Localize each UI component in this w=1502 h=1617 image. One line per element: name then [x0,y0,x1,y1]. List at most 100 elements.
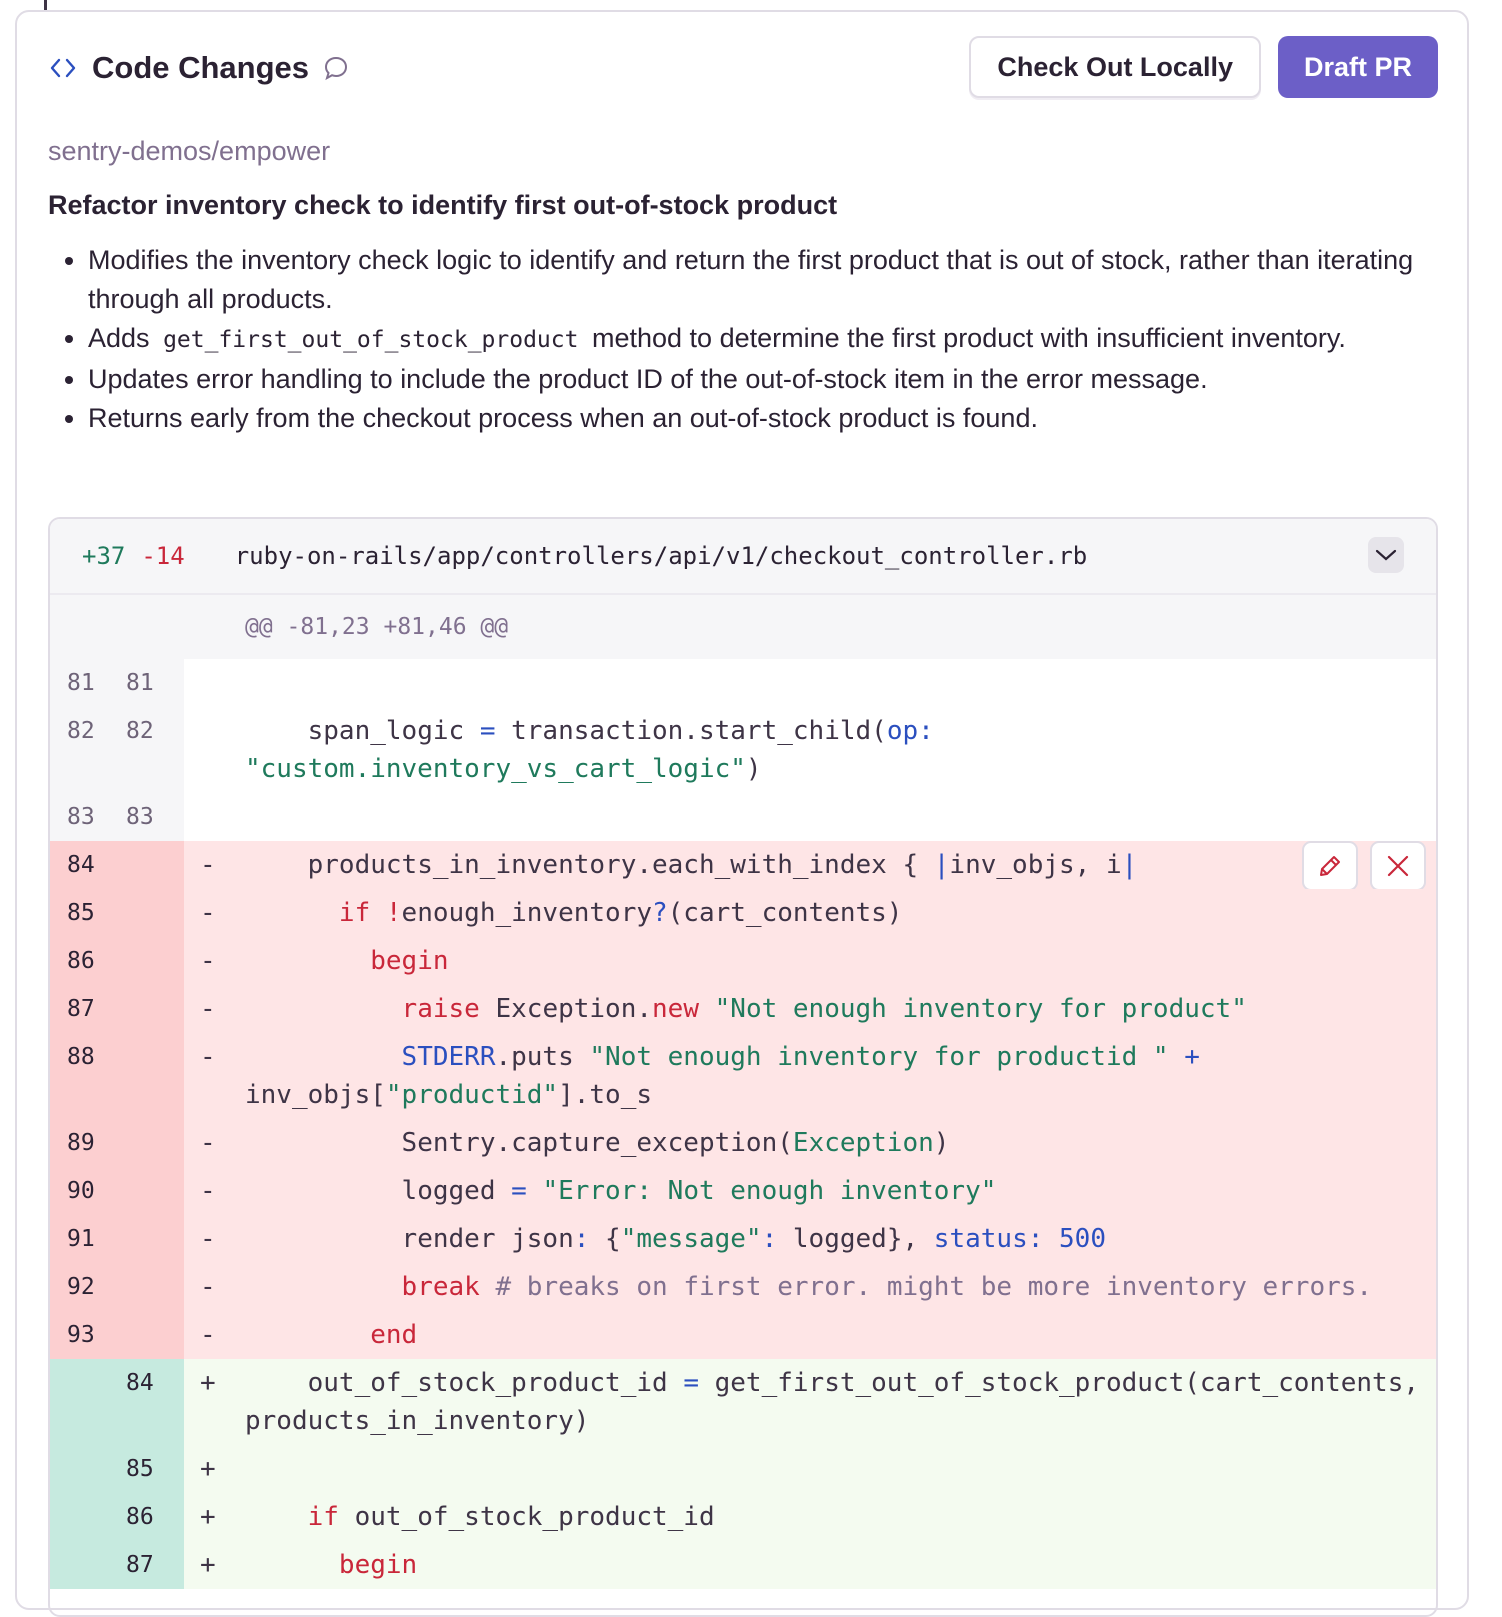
new-line-number: 82 [126,718,154,744]
diff-lines: 81 81 82 82 span_logic = transaction.start_… [50,659,1436,1589]
code-text [245,659,1425,707]
code-token [1169,1042,1185,1072]
diff-sign: + [200,1502,216,1532]
line-numbers: 85 [50,1445,184,1493]
line-numbers: 84 [50,1359,184,1445]
code-token: | [1121,850,1138,880]
context-line: 81 81 [50,659,1436,707]
code-token: # breaks on first error. might be more i… [479,1272,1373,1302]
code-token [245,1272,402,1302]
code-token: ) [933,1128,950,1158]
code-text: render json: {"message": logged}, status… [245,1215,1425,1263]
line-numbers: 83 83 [50,793,184,841]
line-numbers: 86 [50,1493,184,1541]
old-line-number: 86 [67,948,95,974]
code-token: break [401,1272,480,1302]
code-token [245,1550,339,1580]
code-token [245,1502,308,1532]
code-token: logged [245,1176,512,1206]
code-token [245,994,402,1024]
code-text: if !enough_inventory?(cart_contents) [245,889,1425,937]
chevron-down-icon [1375,549,1397,561]
added-line: 85 + [50,1445,1436,1493]
comment-icon[interactable] [323,55,349,81]
code-token: 500 [1059,1224,1106,1254]
code-token: if [338,898,371,928]
summary-bullet: Updates error handling to include the pr… [88,360,1428,399]
code-token: enough_inventory [401,898,652,928]
old-line-number: 92 [67,1274,95,1300]
old-line-number: 82 [67,718,95,744]
old-line-number: 87 [67,996,95,1022]
summary-bullet: Adds get_first_out_of_stock_product meth… [88,319,1428,360]
diff-sign: - [200,1128,216,1158]
diff-sign [184,659,245,707]
line-numbers: 87 [50,1541,184,1589]
diff-sign: + [200,1454,216,1484]
code-token: status: [933,1224,1044,1254]
line-numbers: 82 82 [50,707,184,793]
pencil-icon [1320,856,1340,876]
removed-line: 85 - if !enough_inventory?(cart_contents) [50,889,1436,937]
bullet-text: Modifies the inventory check logic to id… [88,245,1414,314]
bullet-text: Returns early from the checkout process … [88,403,1038,433]
edit-line-button[interactable] [1302,841,1358,891]
removed-line: 84 - products_in_inventory.each_with_inde… [50,841,1436,891]
code-token [245,1042,402,1072]
code-token: "Not enough inventory for product" [714,994,1247,1024]
new-line-number [110,1226,184,1263]
old-line-number: 90 [67,1178,95,1204]
additions-count: +37 [82,542,126,570]
line-numbers: 87 [50,985,184,1033]
code-text: begin [245,1541,1425,1589]
new-line-number: 87 [126,1552,154,1578]
code-text: products_in_inventory.each_with_index { … [245,841,1425,889]
removed-line: 88 - STDERR.puts "Not enough inventory fo… [50,1033,1436,1119]
code-token: products_in_inventory.each_with_index { [245,850,934,880]
code-token [934,716,950,746]
file-diff-header[interactable]: +37 -14 ruby-on-rails/app/controllers/ap… [50,519,1436,595]
code-token: = [683,1368,699,1398]
check-out-locally-button[interactable]: Check Out Locally [969,36,1261,98]
new-line-number [110,996,184,1033]
code-token: | [933,850,950,880]
old-line-number [50,1370,110,1445]
code-token: span_logic [245,716,480,746]
code-token: ) [745,754,762,784]
removed-line: 92 - break # breaks on first error. might… [50,1263,1436,1311]
new-line-number: 83 [126,804,154,830]
diff-sign: + [200,1368,216,1398]
old-line-number: 93 [67,1322,95,1348]
removed-line: 86 - begin [50,937,1436,985]
code-text: if out_of_stock_product_id [245,1493,1425,1541]
code-icon [50,58,76,78]
code-token: = [479,716,496,746]
new-line-number: 85 [126,1456,154,1482]
old-line-number [50,1456,110,1493]
reject-line-button[interactable] [1370,841,1426,891]
code-token: render json [245,1224,574,1254]
diff-sign: - [200,898,216,928]
code-token: raise [401,994,480,1024]
diff-sign: + [200,1550,216,1580]
diff-sign: - [200,1176,216,1206]
code-text: logged = "Error: Not enough inventory" [245,1167,1425,1215]
diff-sign: - [200,1042,216,1072]
removed-line: 89 - Sentry.capture_exception(Exception) [50,1119,1436,1167]
code-token: out_of_stock_product_id [245,1368,684,1398]
code-token: ? [652,898,668,928]
old-line-number: 89 [67,1130,95,1156]
summary-bullet: Returns early from the checkout process … [88,399,1428,438]
code-token [699,994,715,1024]
section-header: Code Changes Check Out Locally Draft PR [48,36,1438,100]
new-line-number [110,1322,184,1359]
removed-line: 93 - end [50,1311,1436,1359]
collapse-toggle[interactable] [1368,537,1404,573]
line-numbers: 81 81 [50,659,184,707]
old-line-number: 83 [67,804,95,830]
draft-pr-button[interactable]: Draft PR [1277,36,1438,98]
code-token [245,946,370,976]
diff-sign [184,707,245,793]
code-text: end [245,1311,1425,1359]
diff-sign: - [200,946,216,976]
